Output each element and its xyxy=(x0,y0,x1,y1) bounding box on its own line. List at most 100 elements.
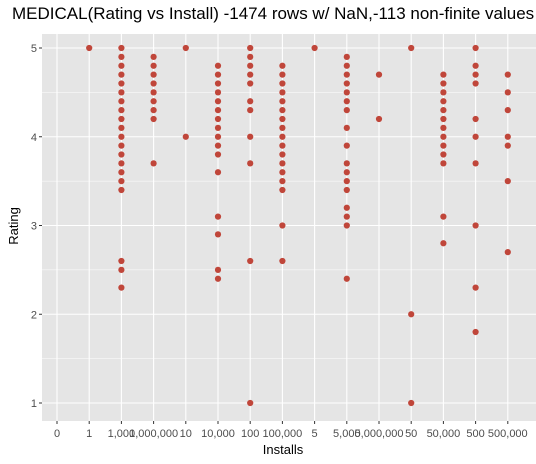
x-tick-label: 500,000 xyxy=(488,428,528,440)
x-tick-label: 100 xyxy=(241,428,259,440)
x-axis-label: Installs xyxy=(263,442,304,457)
data-point xyxy=(150,71,157,78)
data-point xyxy=(247,399,254,407)
data-point xyxy=(279,257,286,265)
data-point xyxy=(279,124,286,131)
data-point xyxy=(472,284,479,291)
data-point xyxy=(472,115,479,123)
data-point xyxy=(408,311,415,318)
data-point xyxy=(118,124,125,131)
data-point xyxy=(472,80,479,87)
data-point xyxy=(440,160,447,167)
data-point xyxy=(118,62,125,69)
data-point xyxy=(150,160,157,167)
data-point xyxy=(472,133,479,140)
data-point xyxy=(118,115,125,123)
data-point xyxy=(343,53,350,60)
y-tick-label: 2 xyxy=(31,309,37,321)
data-point xyxy=(440,80,447,87)
data-point xyxy=(150,53,157,60)
data-point xyxy=(118,107,125,114)
data-point xyxy=(214,107,222,114)
data-point xyxy=(214,71,222,78)
data-point xyxy=(247,257,254,265)
data-point xyxy=(504,133,511,140)
data-point xyxy=(118,71,125,78)
data-point xyxy=(343,71,350,78)
data-point xyxy=(343,169,350,176)
data-point xyxy=(279,62,286,69)
data-point xyxy=(279,151,286,158)
data-point xyxy=(247,80,254,87)
data-point xyxy=(472,71,479,78)
y-axis-ticks: 1 2 3 4 5 xyxy=(31,43,42,410)
data-point xyxy=(440,213,447,220)
data-point xyxy=(343,222,350,229)
data-point xyxy=(279,178,286,185)
data-point xyxy=(150,107,157,114)
data-point xyxy=(86,44,93,52)
data-point xyxy=(504,107,511,114)
data-point xyxy=(504,249,511,256)
data-point xyxy=(214,213,222,220)
data-point xyxy=(343,160,350,167)
data-point xyxy=(279,133,286,140)
data-point xyxy=(247,133,254,140)
data-point xyxy=(343,142,350,149)
y-tick-label: 5 xyxy=(31,43,37,55)
data-point xyxy=(472,160,479,167)
data-point xyxy=(472,328,479,336)
data-point xyxy=(118,89,125,96)
data-point xyxy=(214,169,222,176)
data-point xyxy=(343,62,350,69)
data-point xyxy=(150,80,157,87)
chart-title: MEDICAL(Rating vs Install) -1474 rows w/… xyxy=(12,4,535,23)
data-point xyxy=(343,124,350,131)
x-tick-label: 500 xyxy=(466,428,484,440)
data-point xyxy=(504,89,511,96)
data-point xyxy=(440,115,447,123)
data-point xyxy=(279,89,286,96)
x-tick-label: 10 xyxy=(180,428,192,440)
data-point xyxy=(247,71,254,78)
data-point xyxy=(343,186,350,194)
data-point xyxy=(118,98,125,105)
data-point xyxy=(214,124,222,131)
data-point xyxy=(440,151,447,158)
data-point xyxy=(440,89,447,96)
data-point xyxy=(214,231,222,238)
data-point xyxy=(504,178,511,185)
data-point xyxy=(504,71,511,78)
data-point xyxy=(247,98,254,105)
data-point xyxy=(214,89,222,96)
x-tick-label: 100,000 xyxy=(263,428,303,440)
y-tick-label: 4 xyxy=(31,132,37,144)
data-point xyxy=(343,98,350,105)
data-point xyxy=(279,98,286,105)
plot-panel xyxy=(42,34,536,421)
data-point xyxy=(247,107,254,114)
x-tick-label: 1,000 xyxy=(108,428,136,440)
data-point xyxy=(214,62,222,69)
x-tick-label: 10,000 xyxy=(201,428,235,440)
data-point xyxy=(150,89,157,96)
data-point xyxy=(214,142,222,149)
x-tick-label: 5 xyxy=(312,428,318,440)
x-tick-label: 1 xyxy=(86,428,92,440)
data-point xyxy=(214,151,222,158)
data-point xyxy=(247,53,254,60)
data-point xyxy=(440,240,447,247)
x-tick-label: 1,000,000 xyxy=(129,428,178,440)
data-point xyxy=(440,133,447,140)
data-point xyxy=(150,62,157,69)
data-point xyxy=(343,89,350,96)
data-point xyxy=(118,257,125,265)
data-point xyxy=(214,266,222,273)
data-point xyxy=(150,98,157,105)
data-point xyxy=(118,151,125,158)
data-point xyxy=(375,71,383,78)
data-point xyxy=(214,275,222,282)
data-point xyxy=(118,160,125,167)
data-point xyxy=(214,80,222,87)
